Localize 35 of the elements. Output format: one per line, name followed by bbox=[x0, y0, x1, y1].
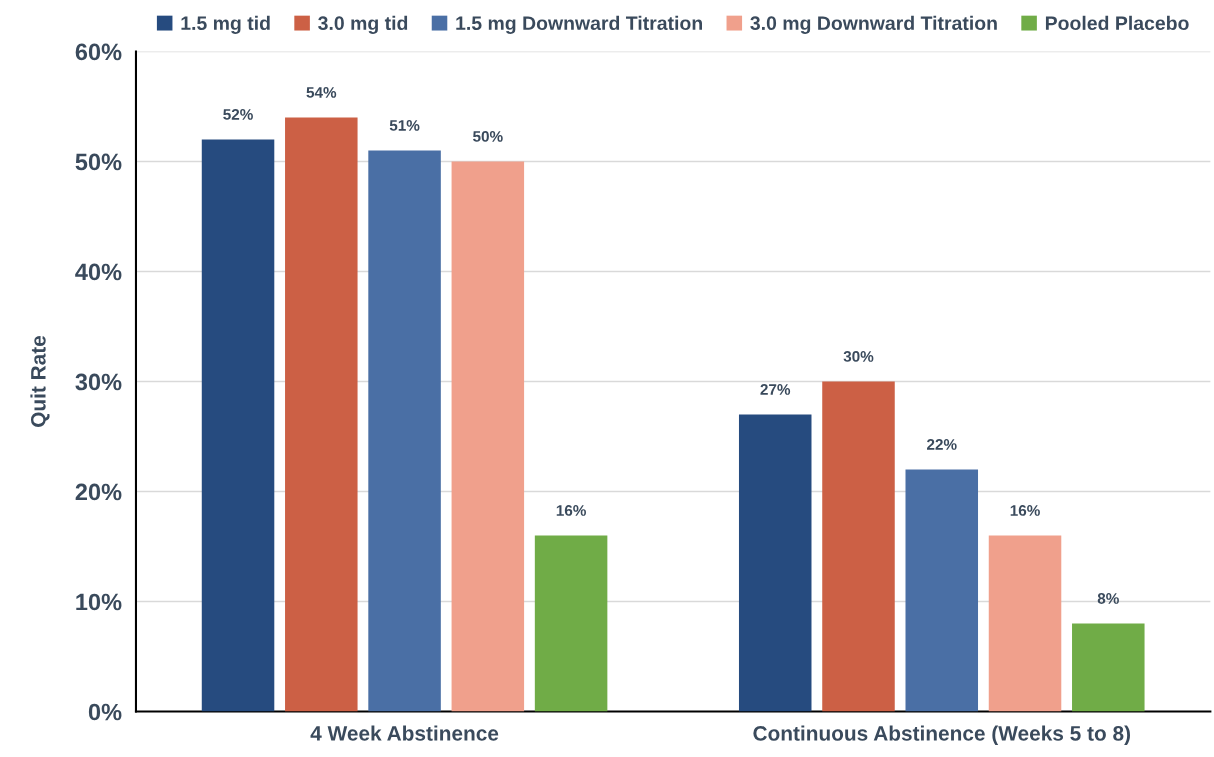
bar bbox=[988, 535, 1062, 712]
data-label: 22% bbox=[927, 439, 957, 450]
legend-label: Pooled Placebo bbox=[1045, 15, 1189, 31]
bar bbox=[905, 469, 979, 712]
y-tick-label: 10% bbox=[76, 593, 122, 611]
y-tick-label: 20% bbox=[75, 483, 122, 501]
y-tick-label: 0% bbox=[88, 703, 122, 721]
data-label: 27% bbox=[760, 384, 791, 395]
bar bbox=[201, 139, 275, 712]
bar bbox=[451, 161, 525, 712]
bar bbox=[534, 535, 608, 712]
data-label: 16% bbox=[556, 505, 586, 516]
y-axis-title: Quit Rate bbox=[30, 335, 50, 427]
y-tick-label: 40% bbox=[75, 263, 122, 281]
bar bbox=[368, 150, 441, 712]
legend-label: 1.5 mg Downward Titration bbox=[456, 15, 702, 34]
legend-label: 1.5 mg tid bbox=[181, 15, 270, 34]
y-tick-label: 30% bbox=[75, 373, 122, 391]
y-tick-label: 60% bbox=[75, 43, 122, 61]
x-tick-label: 4 Week Abstinence bbox=[310, 725, 499, 741]
data-label: 16% bbox=[1010, 505, 1040, 516]
data-label: 8% bbox=[1097, 593, 1119, 604]
y-tick-label: 50% bbox=[75, 153, 122, 171]
legend-label: 3.0 mg Downward Titration bbox=[750, 15, 997, 34]
legend-label: 3.0 mg tid bbox=[318, 15, 408, 34]
bar bbox=[285, 117, 358, 712]
data-label: 50% bbox=[473, 130, 503, 142]
data-label: 51% bbox=[389, 120, 420, 131]
bar bbox=[738, 414, 812, 712]
data-label: 54% bbox=[306, 87, 337, 98]
data-label: 52% bbox=[223, 108, 253, 120]
data-label: 30% bbox=[843, 351, 874, 362]
x-tick-label: Continuous Abstinence (Weeks 5 to 8) bbox=[753, 725, 1130, 745]
bar bbox=[822, 381, 895, 712]
bar bbox=[1072, 623, 1145, 712]
